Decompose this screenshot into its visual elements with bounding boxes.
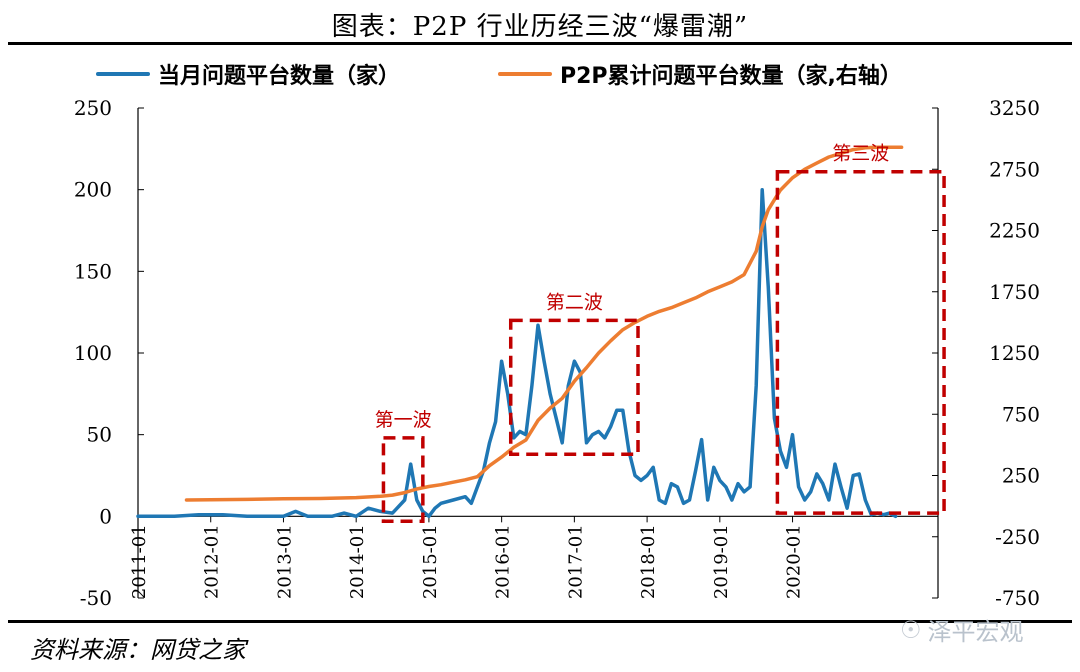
x-tick-label: 2014-01: [347, 524, 368, 599]
y-right-tick-label: 3250: [989, 96, 1040, 120]
legend-item-cumulative: P2P累计问题平台数量（家,右轴）: [498, 58, 902, 90]
x-tick-label: 2020-01: [784, 524, 805, 599]
x-tick-label: 2011-01: [129, 524, 150, 599]
y-right-tick-label: -250: [995, 525, 1040, 549]
y-left-tick-label: 100: [74, 341, 112, 365]
y-right-tick-label: 1750: [989, 280, 1040, 304]
y-right-tick-label: 2250: [989, 219, 1040, 243]
bottom-rule: [8, 620, 1072, 623]
legend-label-cumulative: P2P累计问题平台数量（家,右轴）: [560, 64, 902, 89]
legend-item-monthly: 当月问题平台数量（家）: [96, 58, 400, 90]
watermark-text: 泽平宏观: [927, 618, 1024, 646]
annotation-box-1: [381, 436, 425, 523]
annotation-label-3: 第三波: [832, 143, 889, 165]
top-rule: [8, 42, 1072, 45]
legend-swatch-monthly: [96, 72, 150, 76]
x-tick-label: 2012-01: [202, 524, 223, 599]
x-tick-label: 2015-01: [420, 524, 441, 599]
y-left-tick-label: 50: [87, 423, 112, 447]
y-left-tick-label: 150: [74, 259, 112, 283]
y-left-tick-label: 200: [74, 178, 112, 202]
y-left-tick-label: -50: [80, 586, 112, 610]
annotation-label-1: 第一波: [375, 409, 432, 431]
legend-swatch-cumulative: [498, 72, 552, 76]
y-right-tick-label: 750: [1002, 402, 1040, 426]
x-tick-label: 2019-01: [711, 524, 732, 599]
annotation-box-3: [775, 169, 946, 515]
y-right-tick-label: 250: [1002, 464, 1040, 488]
source-note: 资料来源：网贷之家: [30, 636, 246, 664]
series-line-monthly: [136, 187, 898, 519]
x-tick-label: 2013-01: [274, 524, 295, 599]
y-left-tick-label: 250: [74, 96, 112, 120]
chart-title: 图表：P2P 行业历经三波“爆雷潮”: [331, 12, 749, 42]
wechat-icon: ☉: [900, 615, 922, 644]
x-tick-label: 2017-01: [565, 524, 586, 599]
watermark: ☉ 泽平宏观: [900, 612, 1024, 647]
x-tick-label: 2018-01: [638, 524, 659, 599]
y-left-tick-label: 0: [99, 504, 112, 528]
y-right-tick-label: -750: [995, 586, 1040, 610]
legend-label-monthly: 当月问题平台数量（家）: [158, 64, 401, 89]
x-tick-label: 2016-01: [493, 524, 514, 599]
y-right-tick-label: 1250: [989, 341, 1040, 365]
annotation-box-2: [508, 318, 640, 457]
annotation-label-2: 第二波: [546, 291, 603, 313]
y-right-tick-label: 2750: [989, 157, 1040, 181]
